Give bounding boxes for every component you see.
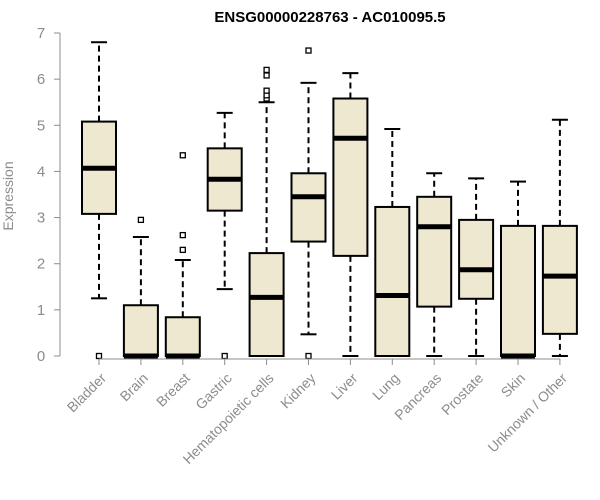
iqr-box: [164, 316, 201, 357]
y-tick-label: 4: [37, 163, 45, 180]
y-axis-label: Expression: [0, 161, 16, 230]
box-gastric: [206, 111, 243, 360]
x-tick-label: Brain: [117, 370, 151, 404]
x-tick-label: Bladder: [64, 370, 110, 416]
outlier-point: [95, 352, 103, 360]
iqr-box: [290, 172, 327, 243]
outlier-point: [221, 352, 228, 360]
iqr-box: [416, 195, 453, 308]
outlier-point: [305, 47, 312, 54]
box-bladder: [81, 41, 117, 360]
x-tick-label: Kidney: [277, 370, 319, 412]
outlier-point: [179, 152, 186, 159]
y-tick-label: 5: [37, 117, 45, 134]
y-tick-label: 3: [37, 210, 45, 227]
box-pancreas: [416, 172, 453, 357]
box-breast: [164, 152, 201, 359]
box-prostate: [458, 177, 495, 357]
iqr-box: [332, 97, 369, 257]
chart-title: ENSG00000228763 - AC010095.5: [214, 9, 445, 26]
boxes-group: [81, 41, 578, 360]
y-tick-label: 6: [37, 71, 45, 88]
box-hematopoietic-cells: [248, 66, 285, 357]
box-liver: [332, 72, 369, 357]
box-lung: [374, 127, 411, 357]
iqr-box: [541, 224, 578, 335]
box-kidney: [290, 47, 327, 360]
outlier-point: [305, 352, 312, 360]
iqr-box: [458, 218, 495, 300]
outlier-point: [263, 66, 270, 74]
outlier-point: [179, 231, 186, 239]
y-tick-label: 7: [37, 25, 45, 42]
x-tick-label: Pancreas: [391, 370, 444, 423]
outlier-point: [263, 72, 270, 79]
x-tick-label: Unknown / Other: [484, 370, 570, 456]
y-tick-label: 1: [37, 302, 45, 319]
x-tick-label: Lung: [369, 370, 402, 403]
x-tick-label: Breast: [153, 370, 193, 410]
iqr-box: [122, 304, 159, 357]
outlier-point: [137, 216, 145, 224]
x-tick-label: Prostate: [438, 370, 486, 418]
y-tick-label: 0: [37, 348, 45, 365]
outlier-point: [263, 87, 270, 94]
iqr-box: [500, 224, 536, 357]
y-axis: 0 1 2 3 4 5 6 7: [37, 25, 61, 365]
iqr-box: [248, 252, 285, 357]
box-brain: [122, 216, 159, 359]
outlier-point: [179, 246, 186, 254]
x-tick-label: Skin: [498, 370, 529, 401]
x-tick-label: Liver: [328, 370, 361, 403]
box-unknown-other: [541, 118, 578, 357]
iqr-box: [374, 205, 411, 357]
box-skin: [500, 180, 536, 359]
y-tick-label: 2: [37, 256, 45, 273]
